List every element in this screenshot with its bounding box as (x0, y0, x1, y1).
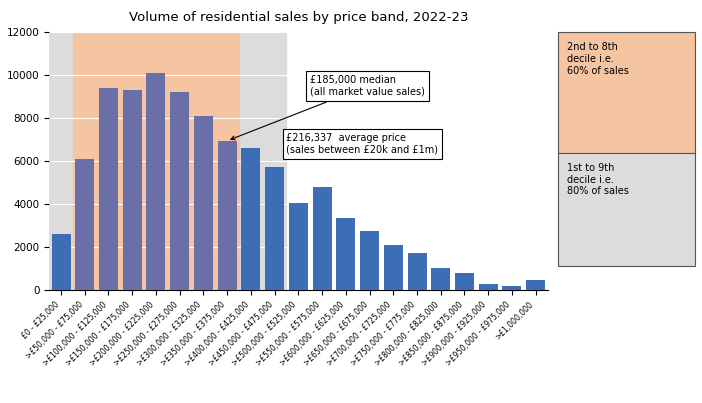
Bar (384, 245, 403, 290)
Bar (99, 88, 118, 290)
Bar (73, 32, 239, 290)
Bar (479, 284, 498, 290)
Text: 1st to 9th
decile i.e.
80% of sales: 1st to 9th decile i.e. 80% of sales (567, 163, 628, 196)
Bar (241, 148, 260, 290)
Bar (51, 234, 70, 290)
Text: 2nd to 8th
decile i.e.
60% of sales: 2nd to 8th decile i.e. 60% of sales (567, 42, 628, 75)
Bar (147, 73, 166, 290)
Title: Volume of residential sales by price band, 2022-23: Volume of residential sales by price ban… (128, 11, 468, 24)
Bar (123, 90, 142, 290)
Bar (49, 32, 286, 290)
Bar (218, 141, 237, 290)
Bar (431, 268, 450, 290)
Bar (75, 159, 94, 290)
Text: £216,337  average price
(sales between £20k and £1m): £216,337 average price (sales between £2… (286, 133, 439, 155)
Bar (170, 92, 189, 290)
Bar (289, 203, 308, 290)
Bar (194, 116, 213, 290)
Bar (455, 273, 474, 290)
Bar (360, 231, 379, 290)
Bar (312, 187, 331, 290)
Bar (408, 253, 427, 290)
Bar (265, 166, 284, 290)
Bar (526, 280, 545, 290)
Bar (336, 218, 355, 290)
Text: £185,000 median
(all market value sales): £185,000 median (all market value sales) (231, 75, 425, 140)
Bar (503, 286, 522, 290)
